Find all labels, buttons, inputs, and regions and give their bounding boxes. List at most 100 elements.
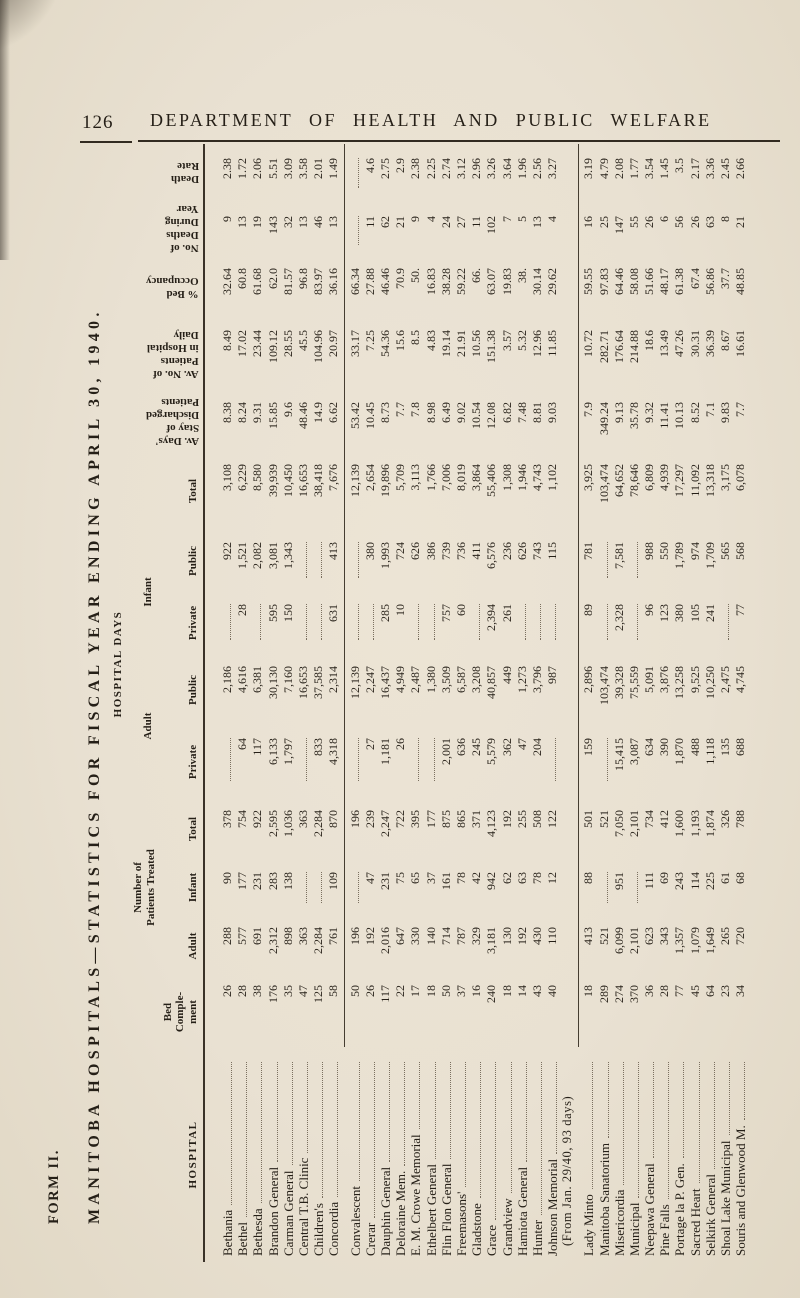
cell-bed: 370: [626, 985, 641, 1003]
cell-bed: 64: [702, 985, 717, 997]
cell-bed: 18: [581, 985, 596, 997]
cell-daily: 214.88: [626, 330, 641, 363]
cell-pat_infant: 111: [642, 872, 657, 890]
cell-dap: 1,181: [378, 738, 393, 765]
cell-pat_total: 255: [514, 810, 529, 828]
cell-pat_infant: [311, 860, 326, 915]
cell-bed: 35: [280, 985, 295, 997]
cell-deaths: 11: [469, 216, 484, 228]
cell-dipu: 988: [642, 542, 657, 560]
cell-daily: 21.91: [454, 330, 468, 357]
cell-occ: 59.22: [454, 268, 468, 295]
cell-dapu: 3,509: [438, 666, 453, 693]
cell-daily: 47.26: [672, 330, 687, 357]
blank-cell-dots: [362, 604, 374, 640]
cell-occ: 59.55: [581, 268, 596, 295]
hospital-name-text: Bethel: [235, 1222, 251, 1256]
dot-leader: [296, 1062, 308, 1153]
cell-dapu: 2,896: [581, 666, 596, 693]
cell-dipu: 6,576: [484, 542, 499, 569]
cell-dapu: 16,437: [378, 666, 393, 699]
table-row: Convalescent 50 196 196 12,139 12,139 53.42 33.…: [347, 144, 363, 1262]
hospital-name: Carman General: [281, 1047, 296, 1262]
dot-leader: [515, 1062, 527, 1162]
cell-stay: 35.78: [626, 402, 641, 429]
cell-daily: 18.6: [642, 330, 657, 351]
table-row: Souris and Glenwood M. 34 720 68 788 688 4,745…: [733, 144, 748, 1262]
cell-dap: 5,579: [484, 738, 499, 765]
cell-dip: [362, 592, 378, 654]
cell-stay: 14.9: [311, 402, 326, 423]
cell-rate: 2.9: [393, 158, 408, 173]
cell-pat_total: 1,193: [687, 810, 702, 837]
cell-dapu: 3,208: [469, 666, 484, 693]
cell-pat_adult: 898: [280, 927, 295, 945]
cell-dip: [423, 592, 439, 654]
table-row: Manitoba Sanatorium 289 521 521 103,474 103,4…: [596, 144, 612, 1262]
cell-pat_infant: 88: [581, 872, 596, 884]
cell-stay: 9.02: [454, 402, 468, 423]
header-rule-long: [138, 140, 780, 142]
hospital-name-text: Bethesda: [250, 1208, 266, 1256]
hospital-name-text: Flin Flon General: [438, 1163, 454, 1256]
cell-rate: 2.45: [718, 158, 732, 179]
cell-rate: 3.58: [295, 158, 310, 179]
cell-dapu: 75,559: [626, 666, 641, 699]
cell-dip: 96: [642, 604, 657, 616]
cell-bed: 289: [596, 985, 611, 1003]
hospital-name-text: Concordia: [326, 1201, 342, 1256]
cell-dtot: 7,676: [326, 464, 341, 491]
table-row: Bethesda 38 691 231 922 117 6,381 2,082 8,580 9.3…: [250, 144, 265, 1262]
cell-deaths: 7: [499, 216, 514, 222]
cell-deaths: 4: [545, 216, 560, 222]
table-body: Bethania 26 288 90 378 2,186 922 3,108 8.38 8.49 3…: [205, 144, 748, 1262]
cell-rate: 2.08: [611, 158, 626, 179]
cell-dipu: 1,521: [235, 542, 250, 569]
hospital-name-text: Ethelbert General: [423, 1163, 439, 1256]
cell-pat_infant: 68: [733, 872, 748, 884]
cell-stay: 7.8: [408, 402, 423, 417]
cell-stay: 8.38: [220, 402, 234, 423]
hospital-name-text: Grandview: [499, 1198, 515, 1256]
cell-rate: 4.79: [596, 158, 611, 179]
hospital-name-text: Misericordia: [611, 1189, 627, 1256]
dot-leader: [485, 1062, 497, 1220]
cell-stay: 7.7: [733, 402, 748, 417]
cell-rate: 3.26: [484, 158, 499, 179]
cell-dipu: 974: [687, 542, 702, 560]
hospital-name: Brandon General: [266, 1047, 281, 1262]
hospital-name-text: E. M. Crowe Memorial: [408, 1134, 424, 1256]
cell-dip: 2,394: [484, 604, 499, 631]
cell-pat_total: 192: [499, 810, 514, 828]
blank-cell-dots: [220, 604, 231, 640]
hospital-name: Gladstone: [469, 1047, 484, 1262]
hospital-name-text: Hunter: [529, 1219, 545, 1256]
cell-dap: 488: [687, 738, 702, 756]
blank-cell-dots: [295, 542, 307, 578]
cell-dapu: 40,857: [484, 666, 499, 699]
hospital-name: Grace: [484, 1047, 499, 1262]
cell-dipu: 922: [220, 542, 234, 560]
cell-pat_adult: 288: [220, 927, 234, 945]
cell-dtot: 1,308: [499, 464, 514, 491]
cell-pat_infant: 243: [672, 872, 687, 890]
cell-bed: 47: [295, 985, 310, 997]
table-row: Johnson Memorial (From Jan. 29/40, 93 day…: [545, 144, 575, 1262]
cell-dtot: 4,743: [529, 464, 544, 491]
cell-dtot: 5,709: [393, 464, 408, 491]
cell-deaths: 143: [265, 216, 280, 234]
hospital-name: Hunter: [530, 1047, 545, 1262]
cell-stay: 9.32: [642, 402, 657, 423]
dot-leader: [612, 1062, 624, 1185]
dot-leader: [251, 1062, 263, 1204]
table-row: Concordia 58 761 109 870 4,318 2,314 631 413 7,67…: [326, 144, 341, 1262]
cell-occ: 50.: [408, 268, 423, 283]
cell-pat_infant: 109: [326, 872, 341, 890]
cell-dipu: 413: [326, 542, 341, 560]
cell-pat_infant: 42: [469, 872, 484, 884]
page-header-title: DEPARTMENT OF HEALTH AND PUBLIC WELFARE: [150, 110, 712, 130]
cell-dap: [423, 726, 439, 798]
cell-dapu: 3,796: [529, 666, 544, 693]
cell-rate: 5.51: [265, 158, 280, 179]
cell-dapu: 2,186: [220, 666, 234, 693]
